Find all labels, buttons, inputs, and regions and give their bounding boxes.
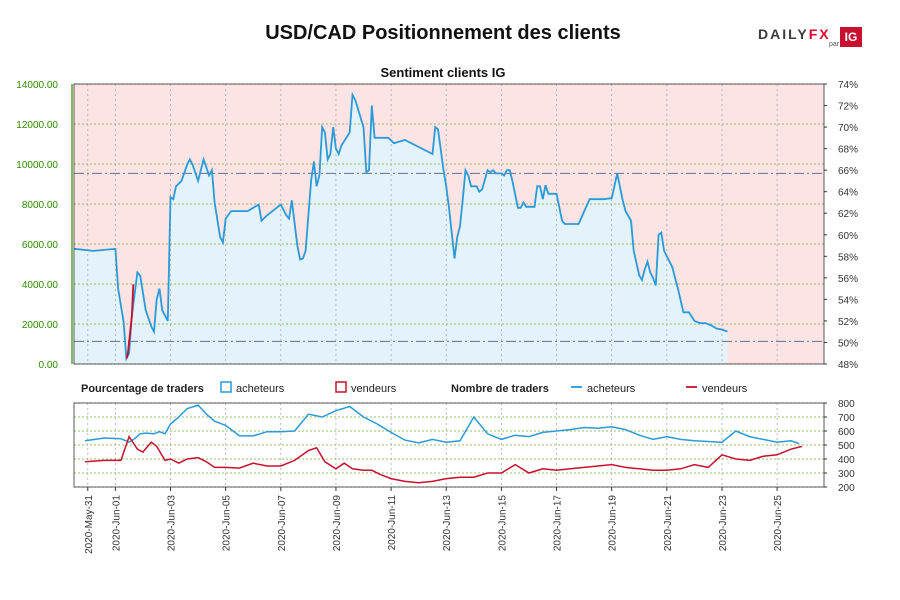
y-right-tick-label: 58% bbox=[838, 252, 858, 263]
sellers-spike bbox=[125, 284, 135, 359]
y-right-tick-label: 50% bbox=[838, 338, 858, 349]
logo-ig-badge: IG bbox=[840, 27, 862, 47]
x-tick-label: 2020-Jun-01 bbox=[111, 495, 122, 552]
x-tick-label: 2020-Jun-21 bbox=[663, 495, 674, 552]
dailyfx-logo: DAILYFX par IG bbox=[756, 24, 868, 50]
x-tick-label: 2020-Jun-23 bbox=[718, 495, 729, 552]
y-right-tick-label: 52% bbox=[838, 317, 858, 328]
logo-par: par bbox=[829, 41, 840, 48]
logo-word: DAILYFX bbox=[758, 26, 831, 42]
x-tick-label: 2020-Jun-03 bbox=[167, 495, 178, 552]
sentiment-line bbox=[73, 91, 728, 362]
sentiment-area bbox=[74, 94, 728, 365]
y-right-tick-label: 74% bbox=[838, 80, 858, 91]
x-tick-label: 2020-May-31 bbox=[84, 495, 95, 554]
y-right-tick-label: 56% bbox=[838, 274, 858, 285]
legend-sellers-count-label: vendeurs bbox=[702, 383, 748, 395]
y-count-tick-label: 400 bbox=[838, 455, 855, 466]
y-count-tick-label: 300 bbox=[838, 469, 855, 480]
x-tick-label: 2020-Jun-13 bbox=[442, 495, 453, 552]
legend-count-label: Nombre de traders bbox=[451, 383, 549, 395]
chart-subtitle: Sentiment clients IG bbox=[381, 65, 506, 80]
legend-sellers-label: vendeurs bbox=[351, 383, 397, 395]
y-right-tick-label: 54% bbox=[838, 295, 858, 306]
y-left-tick-label: 12000.00 bbox=[16, 120, 58, 131]
y-right-tick-label: 72% bbox=[838, 102, 858, 113]
y-count-tick-label: 600 bbox=[838, 427, 855, 438]
y-left-tick-label: 6000.00 bbox=[22, 240, 59, 251]
page-title: USD/CAD Positionnement des clients bbox=[265, 22, 621, 44]
buyers-count-line bbox=[84, 404, 800, 445]
legend-buyers-box bbox=[220, 381, 232, 393]
y-count-tick-label: 700 bbox=[838, 413, 855, 424]
x-tick-label: 2020-Jun-25 bbox=[773, 495, 784, 552]
legend-buyers-count-label: acheteurs bbox=[587, 383, 636, 395]
y-left-tick-label: 4000.00 bbox=[22, 280, 59, 291]
x-tick-label: 2020-Jun-07 bbox=[277, 495, 288, 552]
y-right-tick-label: 66% bbox=[838, 166, 858, 177]
x-tick-label: 2020-Jun-19 bbox=[608, 495, 619, 552]
x-tick-label: 2020-Jun-09 bbox=[332, 495, 343, 552]
x-tick-label: 2020-Jun-05 bbox=[222, 495, 233, 552]
y-left-tick-label: 8000.00 bbox=[22, 200, 59, 211]
y-left-tick-label: 14000.00 bbox=[16, 80, 58, 91]
x-tick-label: 2020-Jun-15 bbox=[497, 495, 508, 552]
y-right-tick-label: 48% bbox=[838, 360, 858, 371]
y-right-tick-label: 62% bbox=[838, 209, 858, 220]
plot-frame-top bbox=[73, 83, 825, 365]
y-right-tick-label: 68% bbox=[838, 145, 858, 156]
legend-pct-label: Pourcentage de traders bbox=[81, 383, 204, 395]
y-count-tick-label: 200 bbox=[838, 483, 855, 494]
x-tick-label: 2020-Jun-17 bbox=[553, 495, 564, 552]
y-left-tick-label: 2000.00 bbox=[22, 320, 59, 331]
x-tick-label: 2020-Jun-11 bbox=[387, 495, 398, 551]
y-count-tick-label: 500 bbox=[838, 441, 855, 452]
y-left-tick-label: 0.00 bbox=[39, 360, 59, 371]
y-left-tick-label: 10000.00 bbox=[16, 160, 58, 171]
sellers-count-line bbox=[84, 434, 803, 484]
y-right-tick-label: 70% bbox=[838, 123, 858, 134]
y-count-tick-label: 800 bbox=[838, 399, 855, 410]
y-right-tick-label: 60% bbox=[838, 231, 858, 242]
legend-buyers-label: acheteurs bbox=[236, 383, 285, 395]
plot-frame-bottom bbox=[73, 402, 825, 488]
legend-sellers-box bbox=[335, 381, 347, 393]
y-right-tick-label: 64% bbox=[838, 188, 858, 199]
